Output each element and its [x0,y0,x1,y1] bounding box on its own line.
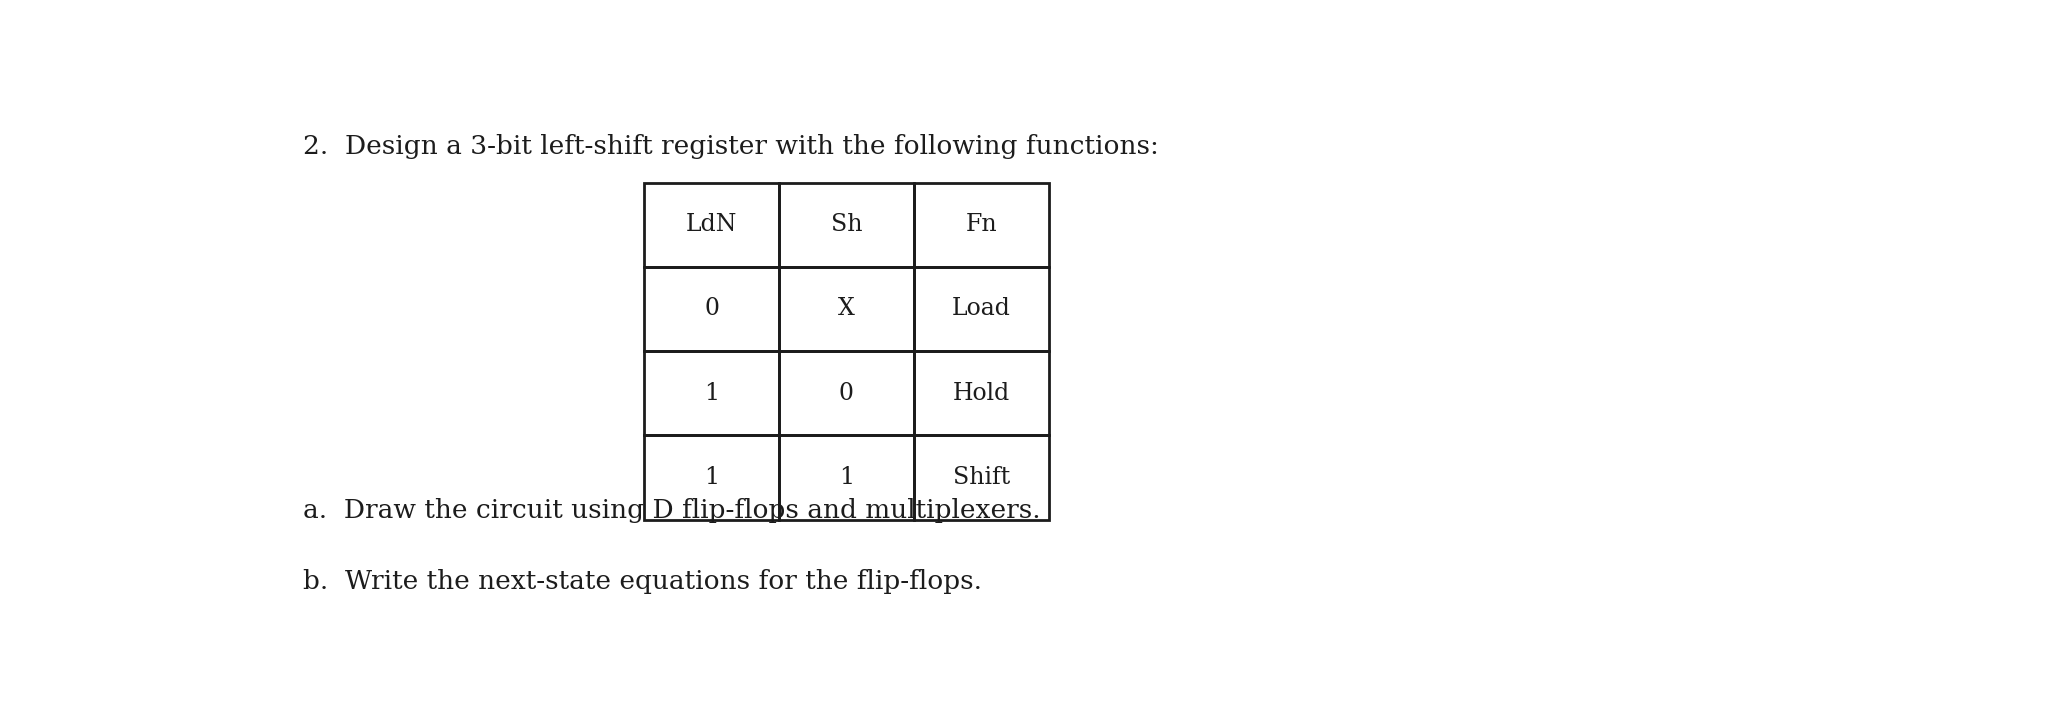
Bar [915,183,1050,267]
Text: 1: 1 [704,382,720,405]
Bar [915,436,1050,520]
Bar [644,351,780,436]
Text: LdN: LdN [685,213,737,237]
Bar [780,436,915,520]
Text: 0: 0 [704,297,718,321]
Text: a.  Draw the circuit using D flip-flops and multiplexers.: a. Draw the circuit using D flip-flops a… [303,498,1041,523]
Text: 1: 1 [839,466,853,489]
Bar [780,183,915,267]
Bar [780,351,915,436]
Text: 2.  Design a 3-bit left-shift register with the following functions:: 2. Design a 3-bit left-shift register wi… [303,133,1160,159]
Text: 1: 1 [704,466,720,489]
Bar [644,267,780,351]
Bar [644,436,780,520]
Bar [780,267,915,351]
Text: X: X [839,297,855,321]
Text: 0: 0 [839,382,853,405]
Text: b.  Write the next-state equations for the flip-flops.: b. Write the next-state equations for th… [303,568,982,594]
Text: Shift: Shift [953,466,1011,489]
Bar [915,267,1050,351]
Text: Hold: Hold [953,382,1011,405]
Text: Fn: Fn [966,213,996,237]
Bar [644,183,780,267]
Text: Load: Load [951,297,1011,321]
Bar [915,351,1050,436]
Text: Sh: Sh [831,213,861,237]
